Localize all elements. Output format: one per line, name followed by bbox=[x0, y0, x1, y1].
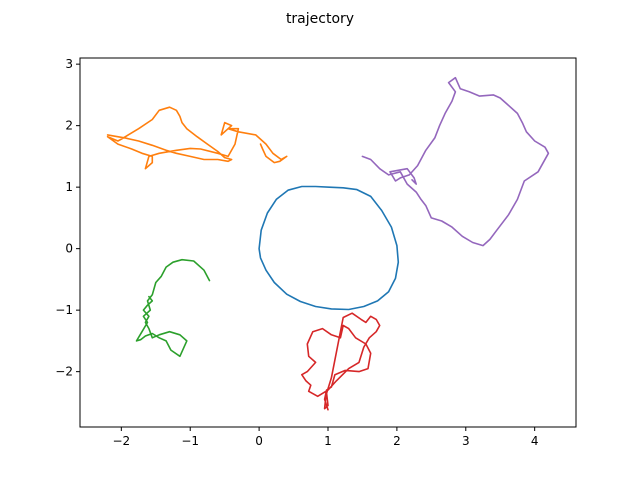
x-tick-label: 2 bbox=[393, 434, 401, 448]
x-tick-label: 4 bbox=[531, 434, 539, 448]
series-line-red bbox=[301, 312, 381, 411]
x-tick-label: 1 bbox=[324, 434, 332, 448]
y-tick-label: −1 bbox=[55, 303, 73, 317]
x-tick-label: −1 bbox=[181, 434, 199, 448]
series-line-green bbox=[135, 258, 211, 358]
x-tick-label: −2 bbox=[112, 434, 130, 448]
y-tick-label: 3 bbox=[65, 57, 73, 71]
series-line-blue bbox=[258, 185, 400, 311]
series-line-purple bbox=[361, 76, 550, 247]
series-layer bbox=[106, 76, 550, 411]
plot-frame bbox=[79, 57, 577, 428]
x-tick-label: 3 bbox=[462, 434, 470, 448]
x-tick-label: 0 bbox=[255, 434, 263, 448]
y-tick-label: 0 bbox=[65, 242, 73, 256]
series-line-orange bbox=[106, 106, 288, 170]
chart-title: trajectory bbox=[286, 11, 354, 27]
y-tick-label: 1 bbox=[65, 180, 73, 194]
y-tick-label: 2 bbox=[65, 119, 73, 133]
y-tick-label: −2 bbox=[55, 365, 73, 379]
axes-layer: −2 −1 0 1 2 3 4 −2 −1 0 1 2 3 bbox=[55, 57, 577, 448]
